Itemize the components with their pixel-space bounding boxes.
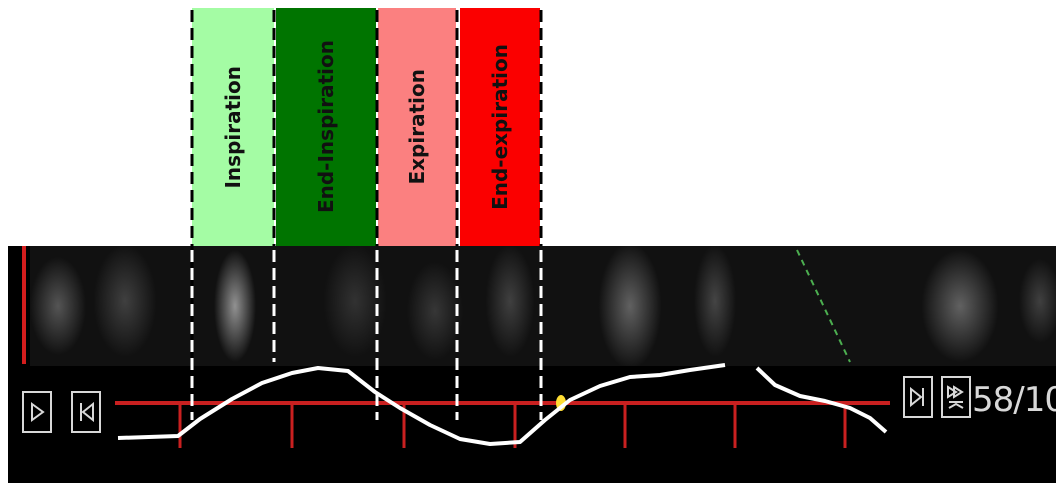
image-viewer: 58/100: [8, 246, 1056, 483]
waveform-line: [117, 363, 726, 446]
respiratory-waveform: [117, 249, 888, 446]
guide-line: [796, 249, 851, 363]
phase-band-expiration: Expiration: [378, 8, 456, 246]
step-back-icon: [80, 401, 94, 423]
skip-end-button[interactable]: [941, 376, 971, 418]
step-forward-button[interactable]: [903, 376, 933, 418]
frame-counter: 58/100: [972, 380, 1056, 420]
step-forward-icon: [910, 386, 924, 408]
step-back-button[interactable]: [71, 391, 101, 433]
phase-band-inspiration: Inspiration: [192, 8, 274, 246]
play-icon: [31, 402, 45, 422]
left-marker-bar: [22, 246, 26, 364]
timeline: [115, 395, 890, 448]
skip-end-icon: [947, 385, 964, 409]
phase-band-end-inspiration: End-Inspiration: [276, 8, 376, 246]
image-strip: [30, 246, 1056, 366]
phase-dividers: [190, 10, 543, 420]
waveform-line-tail: [755, 366, 888, 434]
play-button[interactable]: [22, 391, 52, 433]
phase-band-end-expiration: End-expiration: [460, 8, 540, 246]
